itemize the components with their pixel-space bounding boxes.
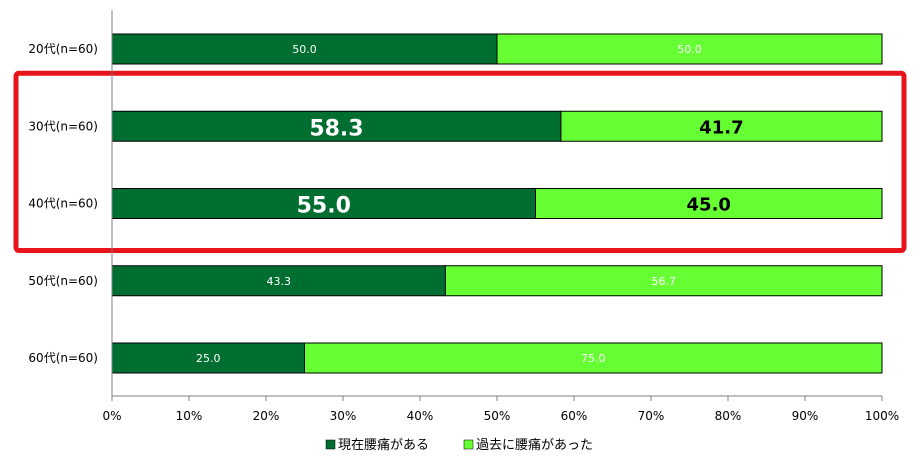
x-tick-label: 50% bbox=[484, 409, 511, 423]
category-label: 40代(n=60) bbox=[28, 197, 98, 211]
x-tick-label: 20% bbox=[253, 409, 280, 423]
bar-past-pain bbox=[496, 33, 883, 65]
data-label-current-pain: 55.0 bbox=[297, 194, 351, 219]
x-tick-label: 10% bbox=[176, 409, 203, 423]
data-label-past-pain: 75.0 bbox=[581, 352, 606, 365]
data-label-past-pain: 45.0 bbox=[687, 195, 731, 216]
bar-past-pain bbox=[304, 342, 883, 374]
x-tick-label: 90% bbox=[792, 409, 819, 423]
bar-past-pain bbox=[560, 110, 883, 142]
bar-current-pain bbox=[111, 188, 536, 219]
bar-current-pain bbox=[111, 265, 446, 297]
data-label-current-pain: 43.3 bbox=[266, 275, 291, 288]
category-label: 60代(n=60) bbox=[28, 351, 98, 365]
data-label-past-pain: 56.7 bbox=[651, 275, 676, 288]
x-tick-label: 100% bbox=[865, 409, 899, 423]
x-tick-label: 70% bbox=[638, 409, 665, 423]
category-label: 30代(n=60) bbox=[28, 119, 98, 133]
x-tick-label: 30% bbox=[330, 409, 357, 423]
data-label-past-pain: 50.0 bbox=[677, 43, 702, 56]
legend-swatch-current-pain bbox=[325, 439, 336, 450]
bar-past-pain bbox=[444, 265, 883, 297]
category-label: 50代(n=60) bbox=[28, 274, 98, 288]
legend-label-current-pain: 現在腰痛がある bbox=[338, 437, 429, 453]
x-tick-label: 60% bbox=[561, 409, 588, 423]
bar-current-pain bbox=[111, 110, 562, 142]
data-label-current-pain: 25.0 bbox=[196, 352, 221, 365]
x-tick-label: 80% bbox=[715, 409, 742, 423]
category-label: 20代(n=60) bbox=[28, 42, 98, 56]
data-label-current-pain: 58.3 bbox=[309, 116, 363, 141]
highlight-box bbox=[13, 70, 907, 253]
legend-swatch-past-pain bbox=[463, 439, 474, 450]
x-tick-label: 0% bbox=[102, 409, 121, 423]
data-label-current-pain: 50.0 bbox=[292, 43, 317, 56]
legend-label-past-pain: 過去に腰痛があった bbox=[476, 437, 593, 453]
bar-past-pain bbox=[535, 188, 883, 219]
x-tick-label: 40% bbox=[407, 409, 434, 423]
bar-current-pain bbox=[111, 33, 498, 65]
data-label-past-pain: 41.7 bbox=[699, 117, 743, 138]
